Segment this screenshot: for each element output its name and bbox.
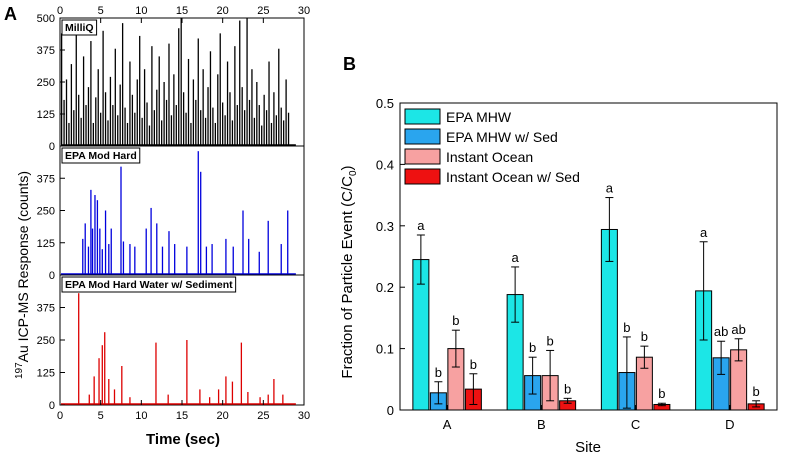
significance-letter: b [452, 313, 459, 328]
top-x-tick-label: 5 [98, 5, 104, 17]
top-x-tick-label: 0 [57, 5, 63, 17]
subplot-label-box-0 [61, 19, 98, 36]
significance-letter: b [547, 333, 554, 348]
x-tick-label: 15 [176, 410, 188, 422]
panel-b-frame [399, 102, 778, 411]
x-tick-label: 30 [298, 410, 310, 422]
legend: EPA MHW EPA MHW w/ Sed Instant Ocean Instan… [404, 108, 580, 185]
svg-text:Fraction of Particle Event (C/: Fraction of Particle Event (C/C0) [339, 165, 359, 378]
category-label: D [725, 417, 734, 432]
y-tick-label: 500 [37, 13, 55, 25]
panel-b-ylabel: Fraction of Particle Event (C/C0) [339, 165, 359, 378]
x-tick-label: 20 [217, 410, 229, 422]
significance-letter: b [641, 329, 648, 344]
panel-a-xlabel: Time (sec) [146, 431, 220, 448]
significance-letter: a [606, 181, 614, 196]
panel-a-label: A [4, 4, 17, 24]
y-tick-label: 375 [37, 303, 55, 315]
x-tick-label: 0 [57, 410, 63, 422]
y-tick-label: 0 [387, 403, 394, 418]
y-tick-label: 250 [37, 206, 55, 218]
y-tick-label: 250 [37, 77, 55, 89]
subplot-frame-1 [59, 145, 305, 276]
x-tick-label: 5 [98, 410, 104, 422]
y-tick-label: 0.4 [376, 157, 394, 172]
significance-letter: b [564, 381, 571, 396]
panel-b-xlabel: Site [575, 439, 601, 456]
subplot-label-box-2 [61, 276, 237, 293]
legend-swatch [404, 148, 441, 165]
legend-label: EPA MHW w/ Sed [446, 129, 558, 145]
legend-label: Instant Ocean [446, 149, 533, 165]
y-tick-label: 0.3 [376, 219, 394, 234]
legend-label: EPA MHW [446, 109, 512, 125]
y-tick-label: 0 [49, 141, 55, 153]
significance-letter: b [623, 320, 630, 335]
y-tick-label: 125 [37, 109, 55, 121]
y-tick-label: 0.2 [376, 280, 394, 295]
significance-letter: b [435, 365, 442, 380]
subplot-label-box-1 [61, 147, 141, 164]
y-tick-label: 375 [37, 173, 55, 185]
significance-letter: a [700, 225, 708, 240]
y-tick-label: 0 [49, 270, 55, 282]
legend-swatch [404, 108, 441, 125]
y-tick-label: 125 [37, 368, 55, 380]
legend-swatch [404, 128, 441, 145]
panel-b-ylabel-sub: 0 [348, 170, 359, 176]
category-label: C [631, 417, 640, 432]
legend-label: Instant Ocean w/ Sed [446, 169, 580, 185]
y-tick-label: 0 [49, 400, 55, 412]
significance-letter: b [753, 384, 760, 399]
top-x-tick-label: 30 [298, 5, 310, 17]
legend-swatch [404, 168, 441, 185]
y-tick-label: 125 [37, 238, 55, 250]
y-tick-label: 0.1 [376, 342, 394, 357]
panel-b-ylabel-main: Fraction of Particle Event (C/C [339, 176, 356, 379]
y-tick-label: 250 [37, 335, 55, 347]
y-tick-label: 0.5 [376, 96, 394, 111]
panel-a-ylabel-sup: 197 [14, 362, 25, 379]
significance-letter: a [417, 218, 425, 233]
subplot-frame-0 [59, 17, 305, 147]
subplot-frame-2 [59, 274, 305, 406]
category-label: B [537, 417, 546, 432]
panel-a-ylabel: 197Au ICP-MS Response (counts) [14, 171, 31, 379]
top-x-tick-label: 10 [135, 5, 147, 17]
significance-letter: ab [714, 324, 728, 339]
top-x-tick-label: 20 [217, 5, 229, 17]
y-tick-label: 375 [37, 45, 55, 57]
category-label: A [443, 417, 452, 432]
panel-b-ylabel-end: ) [339, 165, 356, 170]
svg-text:197Au ICP-MS Response (counts): 197Au ICP-MS Response (counts) [14, 171, 31, 379]
subplot-label-2: EPA Mod Hard Water w/ Sediment [65, 279, 233, 291]
significance-letter: ab [731, 322, 745, 337]
significance-letter: b [529, 340, 536, 355]
significance-letter: b [658, 386, 665, 401]
top-x-tick-label: 15 [176, 5, 188, 17]
x-tick-label: 10 [135, 410, 147, 422]
panel-b-label: B [343, 54, 356, 74]
subplot-label-0: MilliQ [65, 22, 94, 34]
significance-letter: b [470, 357, 477, 372]
x-tick-label: 25 [257, 410, 269, 422]
panel-a-ylabel-main: Au ICP-MS Response (counts) [15, 171, 31, 362]
top-x-tick-label: 25 [257, 5, 269, 17]
subplot-label-1: EPA Mod Hard [65, 150, 137, 162]
significance-letter: a [512, 250, 520, 265]
